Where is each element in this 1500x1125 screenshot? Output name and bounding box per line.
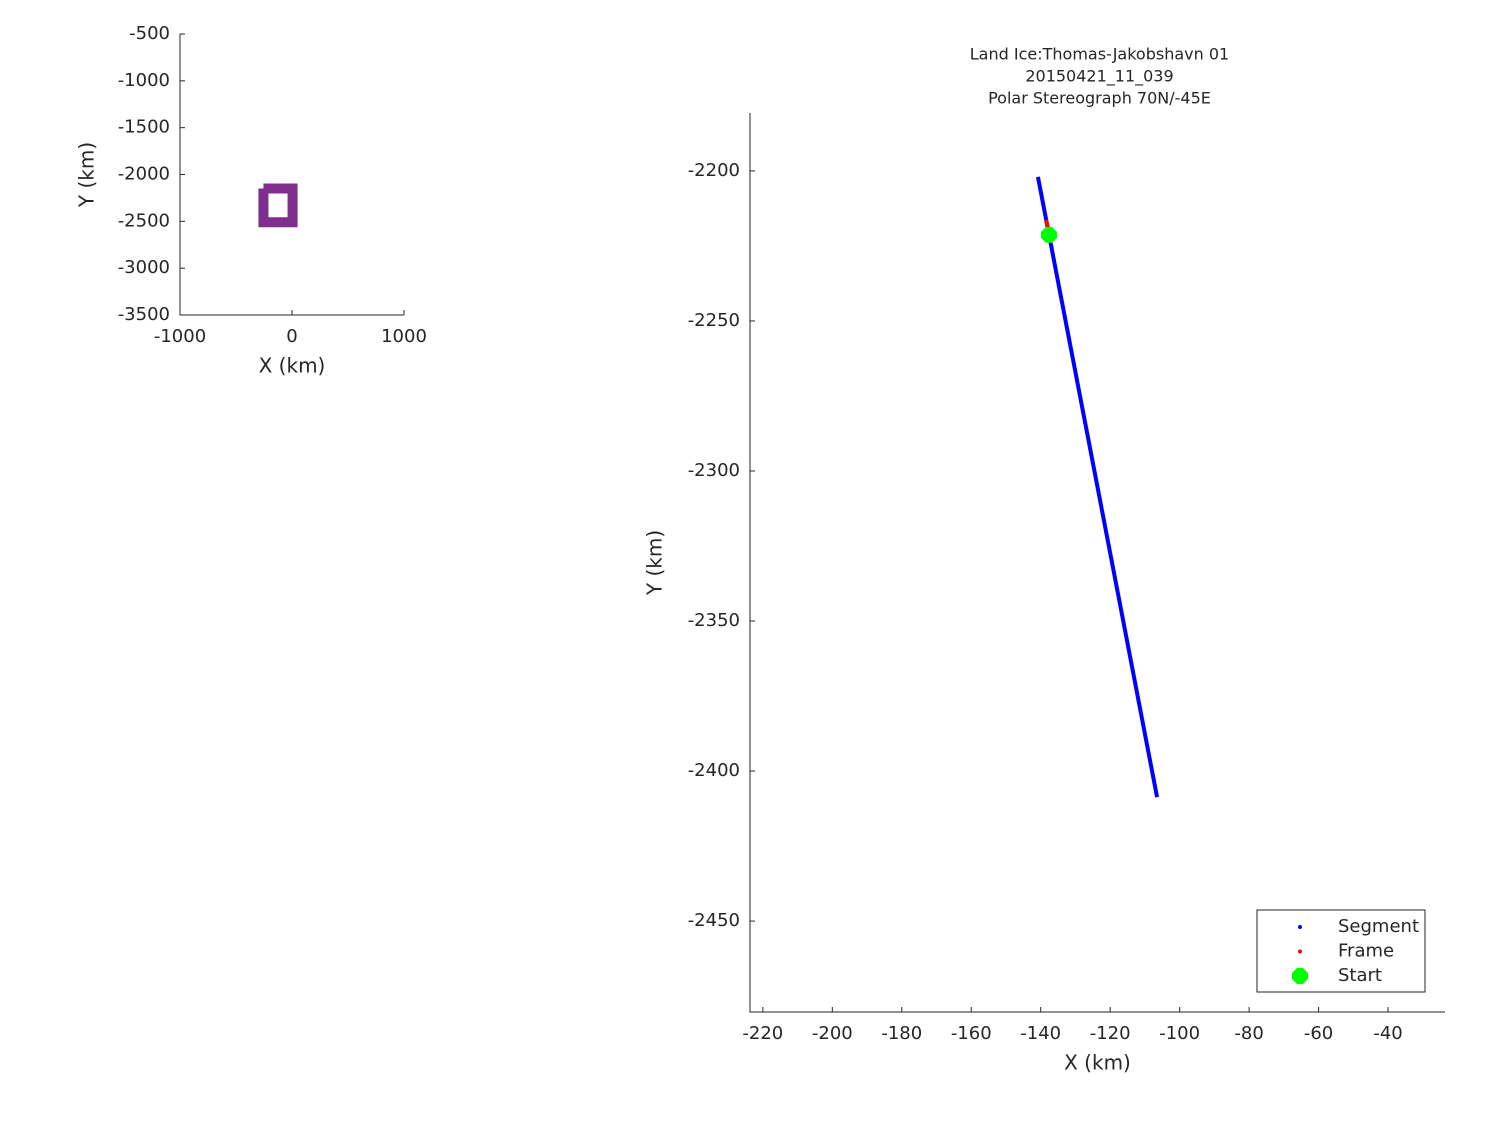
x-tick-label: -1000 <box>154 326 206 347</box>
y-axis-label: Y (km) <box>643 530 667 596</box>
y-tick-label: -1000 <box>118 70 170 91</box>
x-axis-label: X (km) <box>1064 1051 1131 1075</box>
axes-frame <box>749 113 1445 1013</box>
start-marker <box>1041 226 1058 243</box>
chart-title: Land Ice:Thomas-Jakobshavn 01 <box>970 45 1229 64</box>
legend-marker <box>1298 925 1302 929</box>
x-tick-label: -120 <box>1090 1023 1131 1044</box>
x-tick-label: 0 <box>286 326 297 347</box>
y-tick-label: -3000 <box>118 257 170 278</box>
series-line <box>258 183 298 228</box>
series-line <box>1035 176 1160 798</box>
legend-box <box>1256 909 1426 993</box>
y-tick-label: -3500 <box>118 304 170 325</box>
y-tick-label: -2350 <box>688 610 740 631</box>
y-tick-label: -1500 <box>118 117 170 138</box>
y-tick-label: -2300 <box>688 460 740 481</box>
x-tick-label: -220 <box>742 1023 783 1044</box>
x-tick-label: -140 <box>1020 1023 1061 1044</box>
y-tick-label: -2500 <box>118 210 170 231</box>
y-tick-label: -2250 <box>688 310 740 331</box>
y-tick-label: -2400 <box>688 760 740 781</box>
legend-label: Frame <box>1338 941 1394 962</box>
y-tick-label: -500 <box>129 23 170 44</box>
series-line <box>1043 219 1050 229</box>
x-tick-label: -60 <box>1304 1023 1333 1044</box>
x-tick-label: -40 <box>1373 1023 1402 1044</box>
legend-marker <box>1298 949 1302 954</box>
y-tick-label: -2200 <box>688 160 740 181</box>
x-tick-label: -80 <box>1234 1023 1263 1044</box>
x-tick-label: -100 <box>1159 1023 1200 1044</box>
legend-label: Start <box>1338 965 1382 986</box>
y-tick-label: -2000 <box>118 164 170 185</box>
chart-title: 20150421_11_039 <box>1025 67 1173 87</box>
axes-frame <box>179 34 404 316</box>
y-axis-label: Y (km) <box>75 142 99 208</box>
x-tick-label: -180 <box>881 1023 922 1044</box>
legend-marker <box>1292 968 1308 984</box>
x-tick-label: 1000 <box>381 326 427 347</box>
x-tick-label: -160 <box>951 1023 992 1044</box>
chart-title: Polar Stereograph 70N/-45E <box>988 89 1211 108</box>
legend-label: Segment <box>1338 916 1419 937</box>
x-axis-label: X (km) <box>259 354 326 378</box>
x-tick-label: -200 <box>812 1023 853 1044</box>
y-tick-label: -2450 <box>688 910 740 931</box>
